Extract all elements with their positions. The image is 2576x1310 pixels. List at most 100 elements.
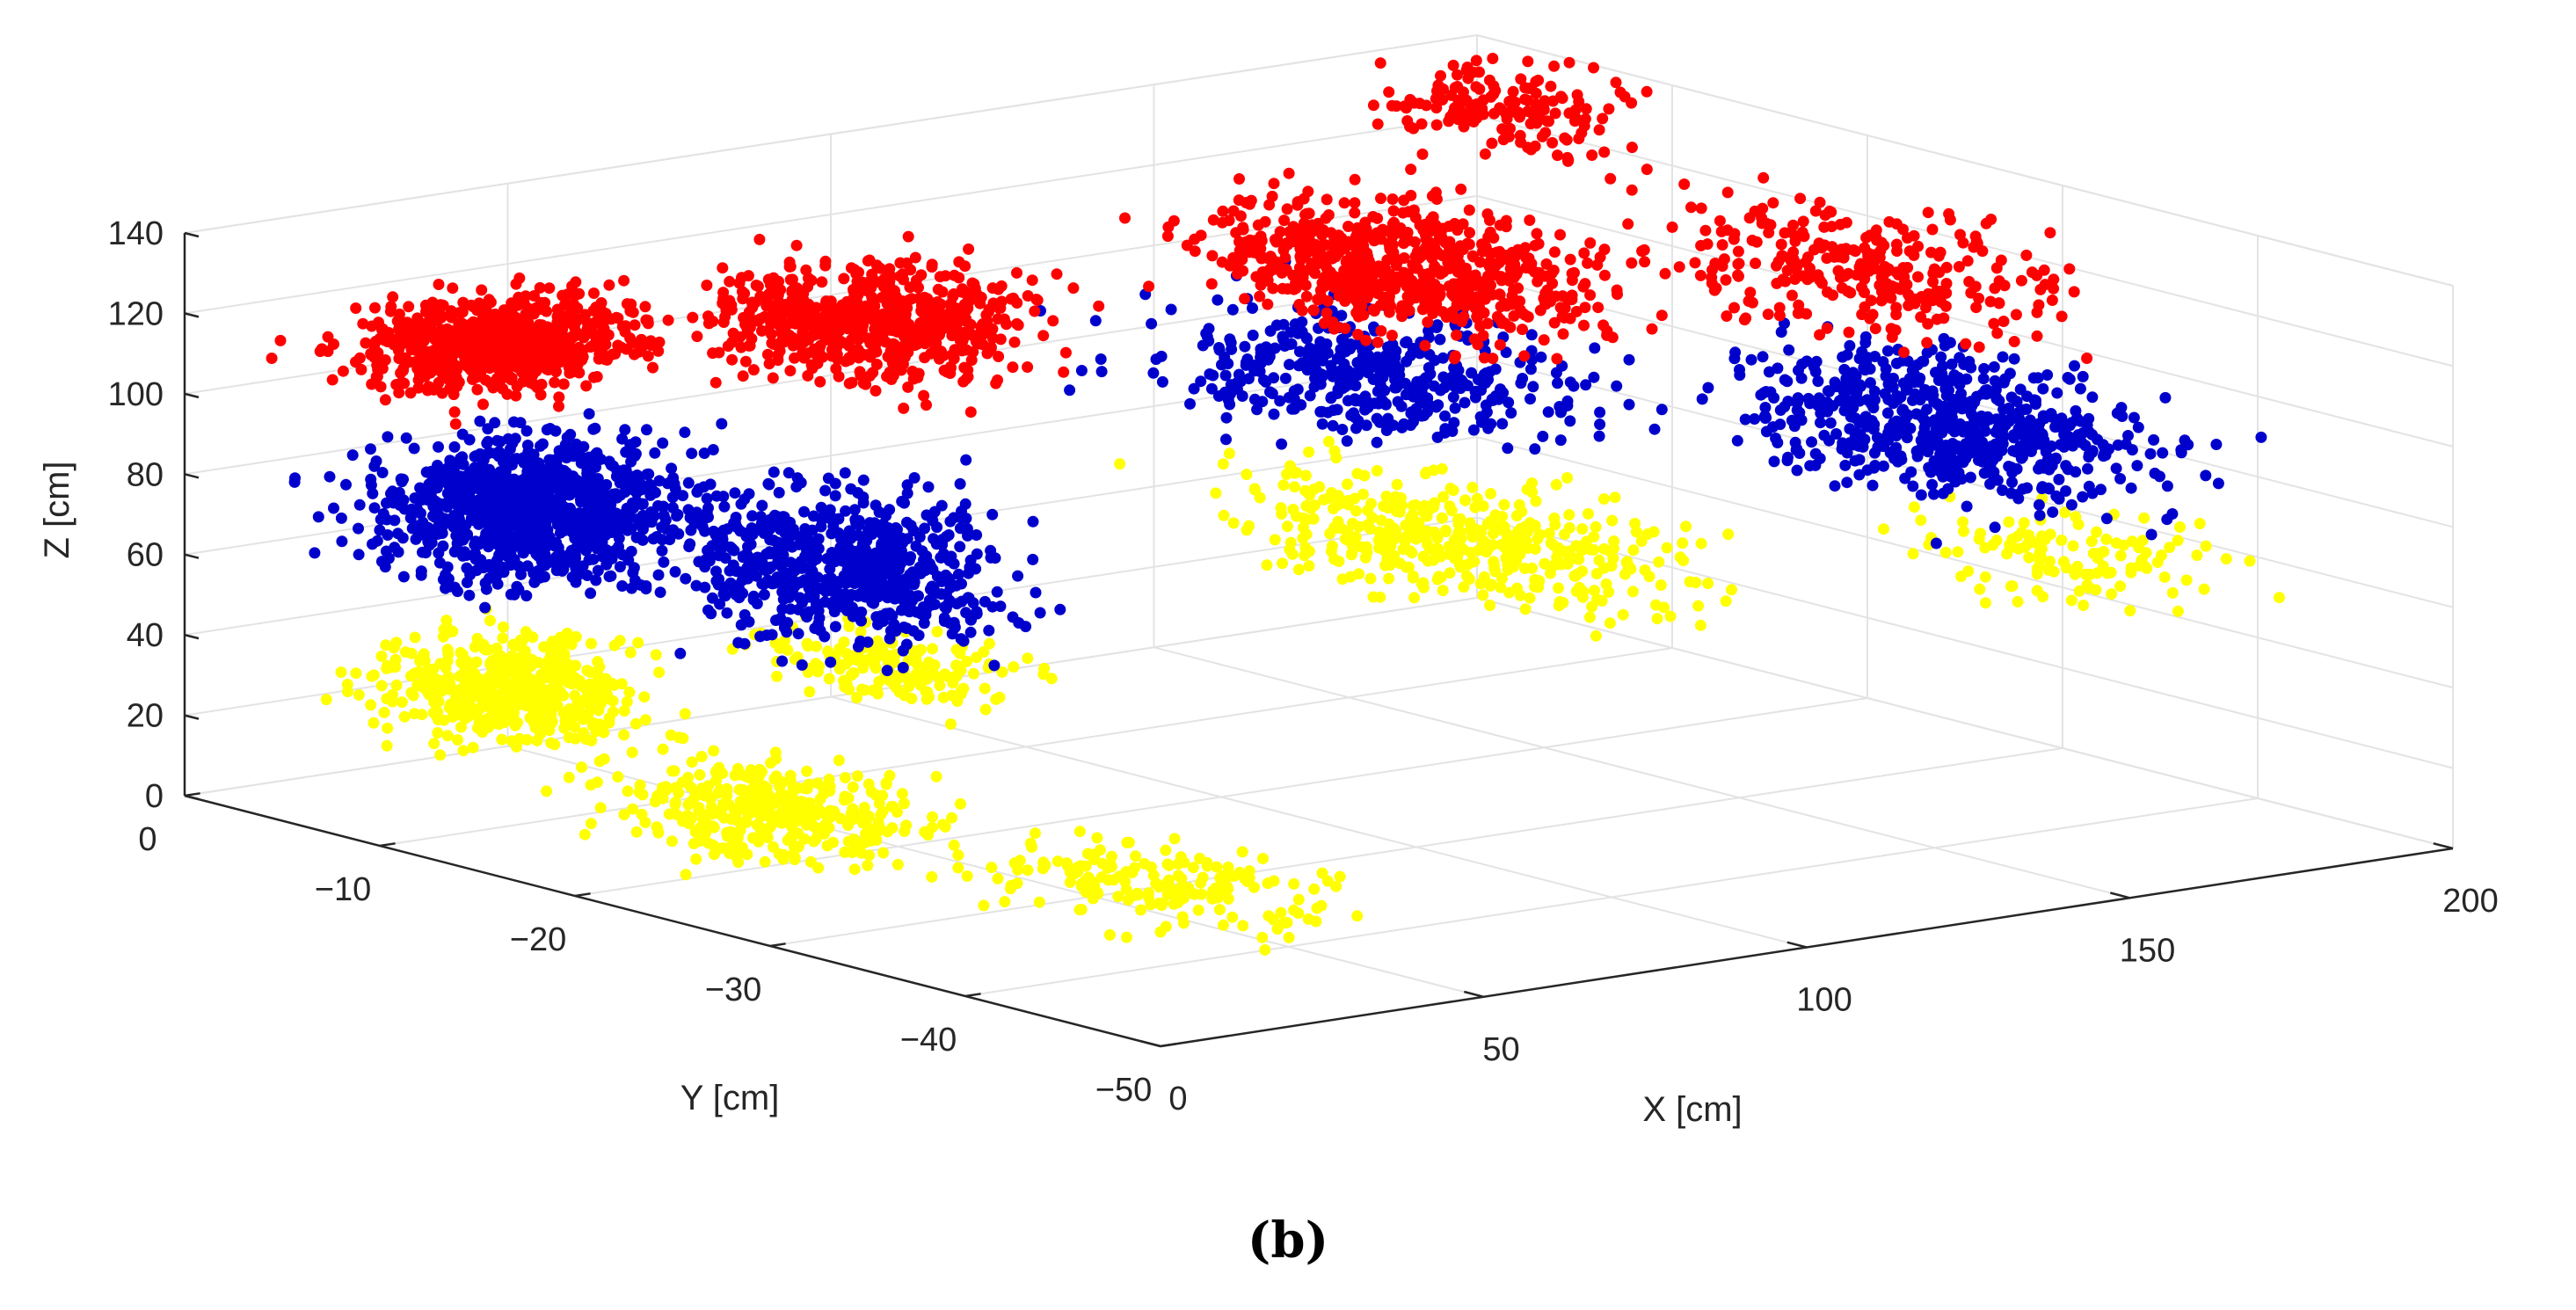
data-point: [1348, 407, 1360, 419]
data-point: [497, 501, 509, 513]
data-point: [1206, 887, 1219, 899]
data-point: [1431, 431, 1444, 443]
data-point: [1342, 478, 1353, 491]
data-point: [1434, 333, 1446, 346]
data-point: [2198, 583, 2210, 595]
data-point: [1075, 877, 1088, 890]
data-point: [653, 666, 666, 679]
data-point: [2053, 473, 2065, 485]
data-point: [1423, 526, 1435, 538]
data-point: [1680, 520, 1692, 533]
data-point: [581, 541, 593, 553]
data-point: [897, 661, 909, 673]
data-point: [1759, 412, 1772, 425]
data-point: [660, 784, 673, 796]
data-point: [1909, 388, 1921, 400]
data-point: [476, 459, 488, 471]
data-point: [896, 788, 908, 800]
data-point: [1561, 558, 1574, 570]
floor-x-gridline: [1476, 597, 2454, 849]
data-point: [480, 714, 492, 726]
data-point: [2122, 430, 2134, 441]
data-point: [746, 832, 759, 844]
data-point: [469, 535, 482, 548]
data-point: [1335, 522, 1347, 535]
data-point: [1449, 402, 1461, 414]
data-point: [931, 626, 943, 637]
floor-y-gridline: [379, 647, 1673, 847]
data-point: [685, 524, 697, 536]
data-point: [1982, 451, 1994, 463]
data-point: [721, 790, 733, 802]
data-point: [437, 573, 449, 586]
data-point: [1321, 875, 1334, 887]
data-point: [555, 509, 567, 521]
data-point: [1992, 413, 2005, 426]
data-point: [697, 813, 709, 826]
data-point: [545, 649, 557, 661]
data-point: [1553, 600, 1565, 612]
data-point: [1247, 329, 1259, 341]
data-point: [1485, 579, 1497, 591]
data-point: [839, 588, 851, 600]
data-point: [1589, 585, 1600, 597]
data-point: [589, 422, 601, 434]
data-point: [868, 527, 880, 539]
data-point: [890, 522, 902, 534]
data-point: [1220, 433, 1232, 446]
data-point: [1223, 448, 1235, 460]
data-point: [2027, 536, 2039, 549]
data-point: [534, 680, 546, 692]
data-point: [1429, 497, 1441, 509]
data-point: [1535, 351, 1547, 363]
data-point: [1439, 423, 1452, 435]
series-lower-layer: [320, 435, 2285, 956]
data-point: [365, 479, 377, 491]
data-point: [1939, 339, 1951, 352]
data-point: [518, 452, 529, 464]
data-point: [1276, 438, 1288, 450]
data-point: [1564, 415, 1576, 427]
data-point: [2095, 484, 2107, 496]
data-point: [1806, 436, 1817, 448]
data-point: [382, 431, 394, 443]
data-point: [901, 533, 913, 545]
data-point: [1853, 469, 1866, 481]
data-point: [718, 540, 731, 552]
data-point: [1316, 418, 1328, 430]
data-point: [760, 630, 773, 641]
data-point: [755, 811, 768, 823]
data-point: [730, 838, 741, 850]
data-point: [671, 510, 683, 522]
data-point: [1292, 893, 1305, 906]
data-point: [881, 665, 893, 677]
data-point: [526, 542, 538, 555]
data-point: [1795, 372, 1808, 384]
data-point: [1593, 430, 1605, 442]
data-point: [601, 519, 614, 531]
data-point: [1524, 517, 1536, 529]
data-point: [792, 628, 804, 640]
data-point: [433, 279, 445, 290]
data-point: [2034, 509, 2046, 521]
data-point: [680, 572, 692, 585]
data-point: [2065, 594, 2078, 607]
data-point: [1829, 480, 1841, 492]
data-point: [1074, 860, 1087, 872]
data-point: [2032, 372, 2044, 384]
data-point: [598, 490, 610, 502]
data-point: [2073, 585, 2085, 597]
data-point: [1563, 509, 1575, 520]
data-point: [511, 529, 523, 542]
data-point: [1961, 421, 1973, 433]
data-point: [1583, 611, 1596, 623]
data-point: [1433, 571, 1444, 583]
data-point: [1454, 513, 1466, 525]
data-point: [1908, 501, 1920, 513]
data-point: [1529, 580, 1541, 593]
data-point: [1580, 379, 1592, 391]
data-point: [1841, 477, 1853, 489]
data-point: [1156, 375, 1168, 388]
data-point: [825, 656, 837, 668]
data-point: [2081, 579, 2093, 591]
